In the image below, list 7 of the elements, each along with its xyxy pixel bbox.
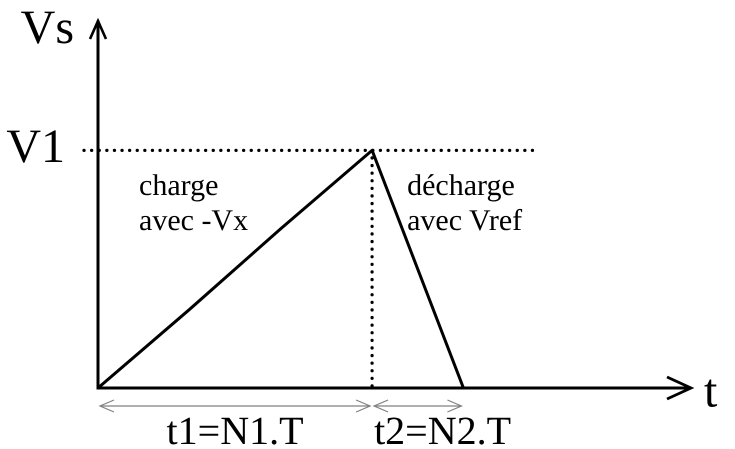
ref-line-label: V1 <box>6 120 65 173</box>
x-axis-title: t <box>704 364 718 418</box>
y-axis-title: Vs <box>20 1 74 54</box>
text: t1=N1.T <box>166 408 304 449</box>
annotation: charge avec -Vx <box>139 169 248 238</box>
annotation: décharge avec Vref <box>407 169 522 238</box>
text: t2=N2.T <box>374 408 512 449</box>
